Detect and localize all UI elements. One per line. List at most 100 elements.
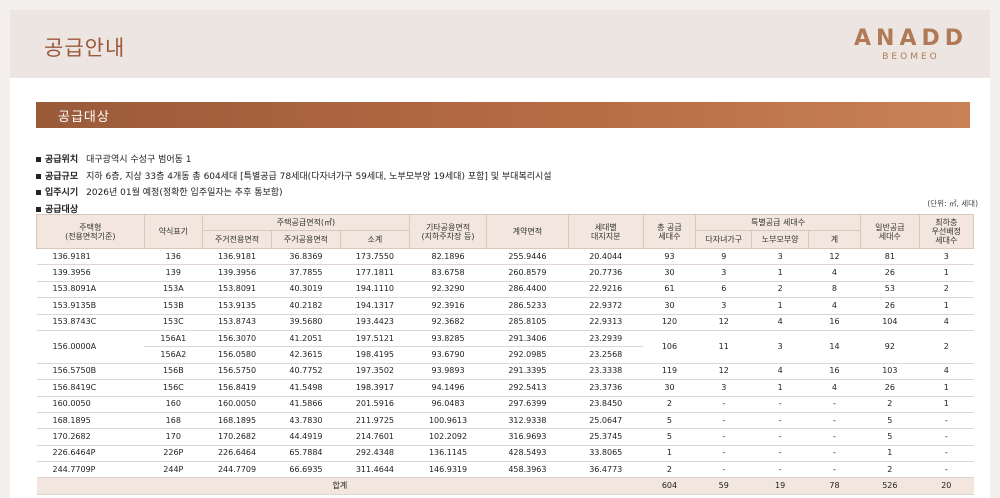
table-cell: 12 — [695, 363, 752, 381]
table-cell: 82.1896 — [409, 248, 487, 266]
table-cell: 177.1811 — [340, 264, 410, 282]
table-cell: 120 — [643, 314, 696, 331]
table-cell: 168.1895 — [202, 412, 272, 430]
info-value: 대구광역시 수성구 범어동 1 — [86, 155, 192, 165]
table-cell: 285.8105 — [486, 314, 569, 331]
table-cell: 23.2939 — [568, 330, 644, 348]
table-cell: 139.3956 — [36, 264, 145, 282]
table-cell: 2 — [751, 281, 809, 299]
table-cell: 136.1145 — [409, 445, 487, 463]
table-cell: 291.3406 — [486, 330, 569, 348]
info-list: 공급위치 대구광역시 수성구 범어동 1 공급규모 지하 6층, 지상 33층 4개… — [36, 152, 552, 218]
info-label: 공급위치 — [45, 155, 79, 165]
table-cell: 3 — [751, 248, 809, 266]
table-row: 160.0050 160 160.0050 41.5866 201.5916 96.048… — [36, 396, 974, 413]
table-cell: 23.3338 — [568, 363, 644, 381]
col-general: 일반공급 세대수 — [860, 214, 920, 249]
bullet-icon — [36, 206, 41, 212]
table-cell: 25.3745 — [568, 428, 644, 446]
table-cell: 244P — [144, 461, 203, 479]
total-cell: 78 — [808, 477, 861, 495]
info-label: 공급규모 — [45, 171, 79, 182]
table-cell: 26 — [860, 297, 920, 315]
table-cell: 168 — [144, 412, 203, 430]
table-cell: 81 — [860, 248, 920, 266]
col-excl: 주거전용면적 — [202, 230, 272, 249]
table-cell: - — [751, 396, 809, 413]
table-cell: - — [695, 461, 752, 479]
table-cell: 20.4044 — [568, 248, 644, 266]
table-cell: - — [751, 428, 809, 446]
table-cell: 12 — [808, 248, 861, 266]
table-cell: 3 — [695, 297, 752, 315]
table-cell: 93.6790 — [409, 346, 487, 364]
table-cell: 170.2682 — [202, 428, 272, 446]
table-cell: 93.8285 — [409, 330, 487, 348]
table-cell: 2 — [919, 330, 974, 364]
info-row: 공급위치 대구광역시 수성구 범어동 1 — [36, 152, 552, 169]
table-cell: 139.3956 — [202, 264, 272, 282]
table-cell: 3 — [919, 248, 974, 266]
table-cell: 226.6464 — [202, 445, 272, 463]
table-cell: 4 — [919, 363, 974, 381]
table-cell: - — [695, 412, 752, 430]
table-cell: 194.1317 — [340, 297, 410, 315]
table-cell: 11 — [695, 330, 752, 364]
table-cell: 244.7709 — [202, 461, 272, 479]
table-cell: 194.1110 — [340, 281, 410, 299]
table-cell: 458.3963 — [486, 461, 569, 479]
content-area: 공급대상 공급위치 대구광역시 수성구 범어동 1 공급규모 지하 6층, 지상 3… — [10, 78, 990, 498]
col-special: 특별공급 세대수 — [695, 214, 862, 231]
col-land: 세대별 대지지분 — [567, 214, 644, 249]
table-cell: - — [751, 445, 809, 463]
table-cell: 160 — [144, 396, 203, 413]
table-cell: 65.7884 — [271, 445, 341, 463]
total-cell: 59 — [695, 477, 752, 495]
supply-table: 주택형 (전용면적기준) 약식표기 주택공급면적(㎡) 기타공용면적 (지하주차장 … — [36, 214, 975, 495]
table-cell: 102.2092 — [409, 428, 487, 446]
page-header: 공급안내 ANADD BEOMEO — [10, 10, 990, 78]
table-cell: 26 — [860, 379, 920, 397]
table-cell: - — [808, 428, 861, 446]
table-cell: 30 — [643, 379, 696, 397]
table-cell: 33.8065 — [568, 445, 644, 463]
table-cell: 106 — [643, 330, 696, 364]
table-cell: 5 — [860, 412, 920, 430]
table-row: 156A2 156.0580 42.3615 198.4195 93.6790 292.0… — [37, 346, 974, 364]
col-sp-sum: 계 — [807, 230, 862, 249]
table-cell: 156.5750 — [202, 363, 272, 381]
table-cell: 23.2568 — [568, 346, 644, 364]
table-cell: 22.9313 — [568, 314, 644, 331]
table-cell: 16 — [808, 314, 861, 331]
table-cell: 16 — [808, 363, 861, 381]
table-cell: 5 — [643, 428, 696, 446]
table-cell: 22.9216 — [568, 281, 644, 299]
table-cell: 39.5680 — [271, 314, 341, 331]
table-cell: 1 — [919, 396, 974, 413]
table-cell: 26 — [860, 264, 920, 282]
total-cell: 604 — [643, 477, 696, 495]
table-cell: 291.3395 — [486, 363, 569, 381]
table-cell: 244.7709P — [36, 461, 145, 479]
table-cell: 311.4644 — [340, 461, 410, 479]
table-cell: 2 — [860, 396, 920, 413]
table-cell: 211.9725 — [340, 412, 410, 430]
table-cell: - — [751, 412, 809, 430]
table-cell: 168.1895 — [36, 412, 145, 430]
table-cell: 5 — [643, 412, 696, 430]
table-cell: 93.9893 — [409, 363, 487, 381]
table-cell: 153B — [144, 297, 203, 315]
table-cell: 153.9135B — [36, 297, 145, 315]
total-cell: 20 — [919, 477, 974, 495]
bullet-icon — [36, 157, 41, 162]
table-cell: 25.0647 — [568, 412, 644, 430]
table-cell: - — [919, 428, 974, 446]
table-cell: 198.3917 — [340, 379, 410, 397]
table-cell: 119 — [643, 363, 696, 381]
section-band: 공급대상 — [36, 102, 970, 128]
table-cell: 5 — [860, 428, 920, 446]
table-row: 244.7709P 244P 244.7709 66.6935 311.4644 146.… — [36, 461, 974, 479]
col-elder: 노부모부양 — [751, 230, 809, 249]
table-cell: 198.4195 — [340, 346, 410, 364]
table-cell: 4 — [808, 297, 861, 315]
